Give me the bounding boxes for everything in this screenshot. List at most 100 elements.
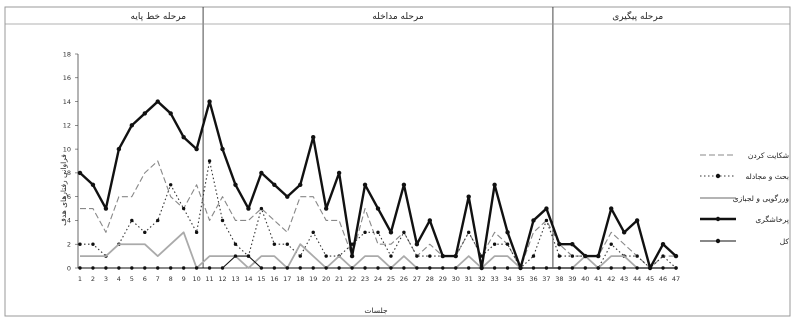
- x-tick-label: 40: [581, 275, 589, 283]
- y-tick-label: 18: [63, 50, 71, 58]
- data-point: [246, 206, 251, 211]
- data-point: [609, 206, 614, 211]
- data-point: [583, 253, 588, 259]
- data-point: [130, 218, 134, 223]
- data-point: [77, 170, 83, 176]
- data-point: [557, 242, 562, 247]
- legend-label: کل: [780, 237, 790, 246]
- y-axis-label: فراوانی رفتارهای هدف: [59, 154, 68, 226]
- phase-label: مرحله خط پایه: [131, 12, 187, 22]
- chart-border: [4, 6, 791, 317]
- data-point: [143, 230, 147, 235]
- data-point: [155, 99, 160, 104]
- data-point: [557, 254, 562, 258]
- x-tick-label: 37: [542, 275, 550, 283]
- data-point: [78, 266, 82, 270]
- x-tick-label: 17: [283, 275, 291, 283]
- data-point: [91, 242, 95, 246]
- x-tick-label: 20: [322, 275, 330, 283]
- x-tick-label: 33: [490, 275, 498, 283]
- data-point: [311, 266, 315, 270]
- data-point: [492, 182, 497, 187]
- data-point: [648, 266, 652, 270]
- data-point: [156, 266, 160, 270]
- x-tick-label: 24: [374, 275, 382, 283]
- data-point: [570, 266, 575, 270]
- data-point: [259, 170, 264, 176]
- data-point: [78, 242, 82, 246]
- data-point: [622, 266, 626, 270]
- data-point: [168, 266, 173, 270]
- data-point: [259, 266, 264, 270]
- data-point: [466, 194, 471, 199]
- data-point: [207, 99, 212, 104]
- x-axis-label: جلسات: [364, 306, 388, 315]
- y-tick-label: 0: [67, 264, 71, 272]
- data-point: [427, 218, 433, 223]
- data-point: [505, 266, 510, 270]
- data-point: [454, 266, 458, 270]
- data-point: [298, 182, 303, 187]
- x-tick-label: 31: [465, 275, 473, 283]
- y-tick-label: 6: [67, 193, 71, 201]
- data-point: [363, 266, 367, 270]
- data-point: [466, 230, 471, 235]
- x-tick-label: 45: [646, 275, 654, 283]
- data-point: [337, 266, 341, 270]
- x-tick-label: 42: [607, 275, 615, 283]
- data-point: [181, 266, 186, 270]
- x-tick-label: 2: [91, 275, 95, 283]
- data-point: [130, 266, 134, 270]
- data-point: [544, 266, 549, 270]
- data-point: [233, 254, 238, 258]
- data-point: [428, 266, 432, 270]
- data-point: [220, 218, 225, 223]
- x-tick-label: 7: [156, 275, 160, 283]
- data-point: [220, 146, 225, 152]
- x-tick-label: 32: [478, 275, 486, 283]
- x-tick-label: 19: [309, 275, 317, 283]
- legend-marker: [715, 238, 721, 244]
- data-point: [415, 254, 419, 258]
- data-point: [609, 266, 613, 270]
- data-point: [311, 135, 316, 140]
- data-point: [505, 242, 510, 246]
- data-point: [660, 242, 666, 247]
- y-tick-label: 12: [63, 122, 71, 130]
- x-tick-label: 16: [270, 275, 278, 283]
- data-point: [272, 266, 277, 270]
- data-point: [376, 230, 380, 235]
- data-point: [181, 135, 186, 140]
- data-point: [272, 242, 277, 246]
- data-point: [285, 266, 290, 270]
- x-tick-label: 18: [296, 275, 304, 283]
- data-point: [103, 206, 109, 211]
- data-point: [389, 266, 393, 270]
- data-point: [259, 206, 264, 211]
- data-point: [324, 266, 328, 270]
- x-tick-label: 3: [104, 275, 108, 283]
- data-point: [116, 146, 122, 152]
- data-point: [220, 266, 225, 270]
- x-tick-label: 47: [672, 275, 680, 283]
- x-tick-label: 25: [387, 275, 395, 283]
- y-tick-label: 10: [63, 145, 71, 153]
- data-point: [194, 146, 199, 152]
- x-tick-label: 4: [117, 275, 121, 283]
- data-point: [441, 266, 445, 270]
- data-point: [298, 254, 302, 258]
- data-point: [324, 254, 328, 258]
- x-tick-label: 41: [594, 275, 602, 283]
- data-point: [428, 254, 432, 258]
- data-point: [570, 254, 575, 258]
- data-point: [207, 159, 212, 163]
- data-point: [635, 266, 639, 270]
- data-point: [194, 266, 199, 270]
- data-point: [466, 266, 471, 270]
- data-point: [479, 266, 484, 270]
- data-point: [389, 254, 393, 258]
- data-point: [661, 266, 665, 270]
- x-tick-label: 1: [78, 275, 82, 283]
- data-point: [609, 242, 613, 246]
